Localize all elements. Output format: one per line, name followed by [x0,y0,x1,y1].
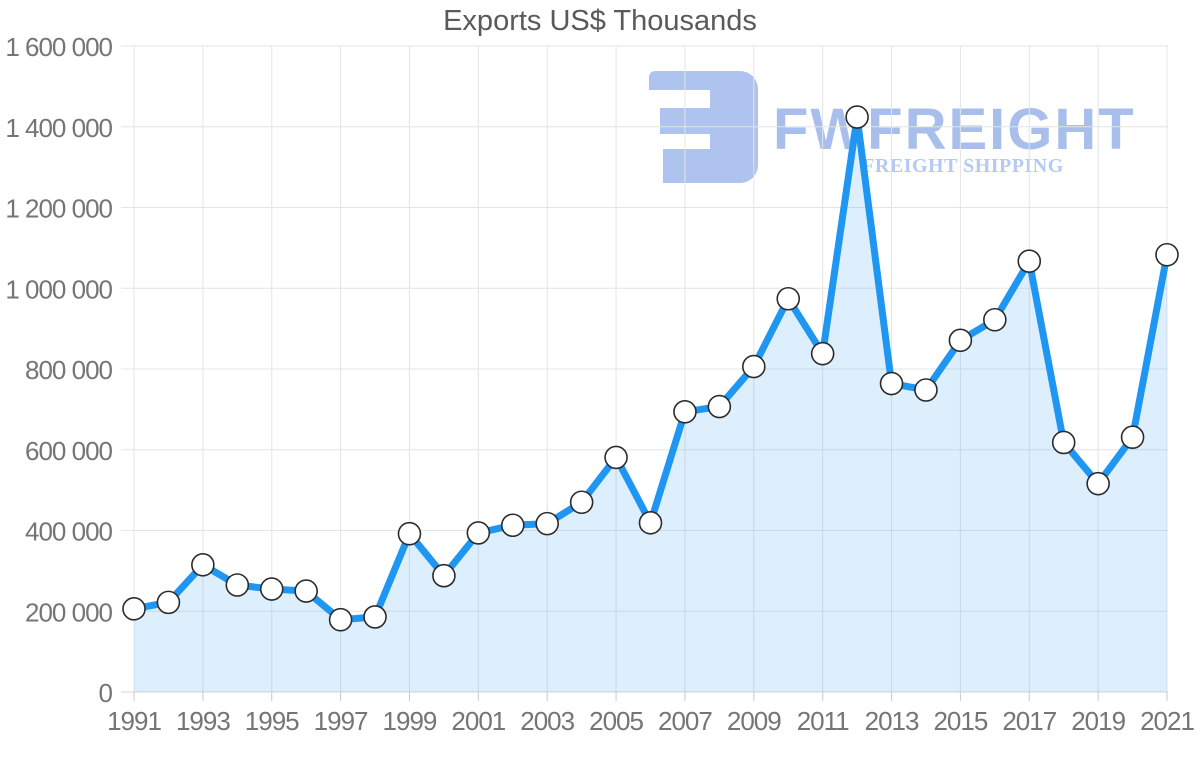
data-point-marker[interactable] [673,399,697,424]
x-tick-label: 2003 [520,706,574,736]
x-tick-label: 2017 [1002,706,1056,736]
data-point-marker[interactable] [604,445,628,470]
data-point-marker[interactable] [638,511,663,535]
watermark-brand: FWFREIGHT [773,97,1136,162]
x-tick-label: 2011 [797,706,849,736]
y-tick-label: 200 000 [25,597,113,627]
data-point-marker[interactable] [363,605,387,629]
x-tick-label: 2007 [658,706,712,736]
data-point-marker[interactable] [191,553,215,577]
x-tick-label: 2019 [1071,706,1125,736]
x-tick-label: 2015 [933,706,987,736]
x-tick-label: 2009 [727,706,781,736]
data-point-marker[interactable] [914,378,938,402]
data-point-marker[interactable] [1086,471,1110,496]
data-point-marker[interactable] [1120,425,1145,450]
data-point-marker[interactable] [397,521,422,546]
data-point-marker[interactable] [569,490,594,515]
y-tick-label: 800 000 [25,355,113,385]
data-point-marker[interactable] [466,521,491,545]
data-point-marker[interactable] [1017,249,1042,273]
data-point-marker[interactable] [156,590,181,615]
y-tick-label: 600 000 [25,436,113,466]
data-point-marker[interactable] [776,286,801,311]
y-tick-label: 400 000 [25,517,113,547]
data-point-marker[interactable] [741,354,766,379]
y-tick-label: 1 200 000 [5,194,112,224]
data-point-marker[interactable] [328,607,353,632]
chart-title: Exports US$ Thousands [443,5,757,37]
x-tick-label: 1993 [176,706,230,736]
data-point-marker[interactable] [535,511,560,536]
x-tick-label: 1999 [383,706,437,736]
data-point-marker[interactable] [1051,430,1076,455]
y-tick-label: 1 400 000 [5,113,112,143]
data-point-marker[interactable] [225,573,250,597]
data-point-marker[interactable] [879,371,904,396]
data-point-marker[interactable] [432,563,456,588]
data-point-marker[interactable] [259,577,284,601]
data-point-marker[interactable] [983,307,1007,332]
watermark-tagline: FREIGHT SHIPPING [862,155,1064,177]
x-tick-label: 1991 [107,706,161,736]
area-fill [134,117,1167,692]
data-point-marker[interactable] [810,341,835,366]
data-point-marker[interactable] [122,597,146,621]
x-tick-label: 2005 [589,706,643,736]
data-point-marker[interactable] [845,105,869,129]
x-tick-label: 1995 [245,706,299,736]
x-tick-label: 2013 [865,706,919,736]
y-tick-label: 1 600 000 [5,32,112,62]
data-point-marker[interactable] [1155,242,1179,267]
data-point-marker[interactable] [294,579,318,603]
y-tick-label: 0 [99,678,113,708]
data-point-marker[interactable] [500,513,525,538]
data-point-marker[interactable] [948,328,973,353]
x-tick-label: 2001 [451,706,505,736]
data-point-marker[interactable] [707,394,732,419]
y-tick-label: 1 000 000 [5,274,112,304]
x-tick-label: 2021 [1140,706,1194,736]
x-tick-label: 1997 [314,706,368,736]
